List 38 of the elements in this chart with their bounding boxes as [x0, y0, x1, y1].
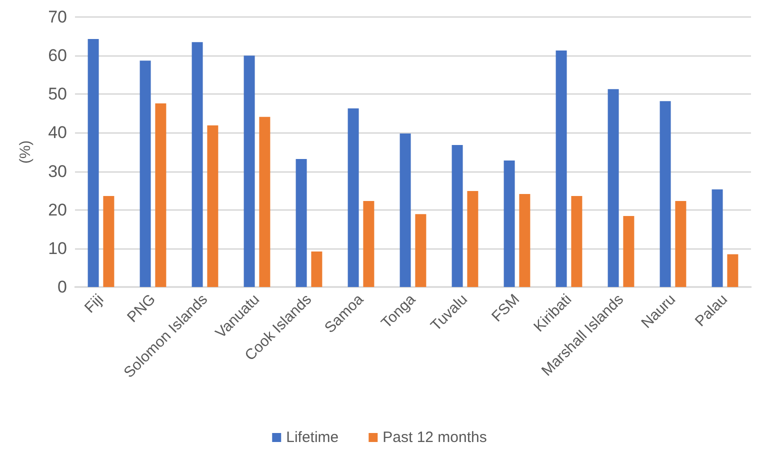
y-tick-label: 50 — [48, 84, 67, 104]
bar — [519, 194, 530, 287]
y-axis-title: (%) — [17, 140, 34, 164]
y-tick-label: 30 — [48, 162, 67, 181]
bar — [140, 60, 151, 287]
bar — [259, 116, 270, 287]
bar — [504, 160, 515, 287]
bar — [660, 101, 671, 287]
y-tick-label: 0 — [58, 278, 67, 296]
bar — [311, 252, 322, 287]
bar — [727, 254, 738, 287]
legend-label: Lifetime — [286, 429, 339, 446]
y-tick-label: 70 — [48, 8, 67, 26]
bar — [103, 196, 114, 287]
bar — [571, 196, 582, 287]
bar — [623, 216, 634, 287]
bar — [608, 89, 619, 287]
y-tick-label: 40 — [48, 123, 67, 142]
bar — [192, 42, 203, 287]
y-tick-label: 10 — [48, 238, 67, 258]
y-tick-label: 60 — [48, 46, 67, 66]
legend-label: Past 12 months — [382, 429, 487, 446]
bar — [452, 145, 463, 287]
bar — [348, 108, 359, 287]
bar — [556, 50, 567, 287]
bar — [244, 56, 255, 287]
bar — [296, 158, 307, 287]
bar — [155, 103, 166, 287]
bar — [712, 189, 723, 287]
bar — [363, 200, 374, 287]
bar — [467, 190, 478, 287]
bar — [207, 125, 218, 287]
bar — [88, 38, 99, 287]
x-tick-label: Fiji — [81, 290, 108, 317]
y-tick-label: 20 — [48, 200, 67, 220]
bar — [675, 200, 686, 287]
bar — [400, 133, 411, 287]
bar — [415, 214, 426, 287]
